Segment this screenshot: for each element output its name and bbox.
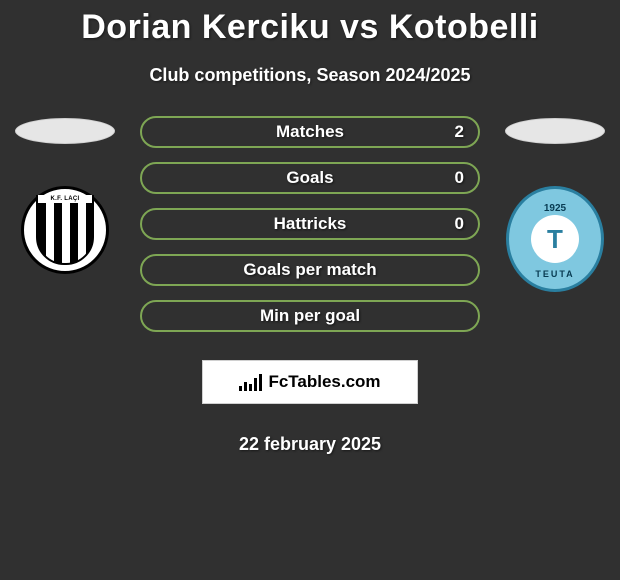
date: 22 february 2025 bbox=[239, 434, 381, 455]
stat-row-min-per-goal: Min per goal bbox=[140, 300, 480, 332]
stat-right-value: 0 bbox=[455, 168, 464, 188]
club-badge-right: 1925 T TEUTA bbox=[506, 186, 604, 292]
stat-label: Min per goal bbox=[260, 306, 360, 326]
page-title: Dorian Kerciku vs Kotobelli bbox=[0, 8, 620, 47]
stat-label: Goals per match bbox=[243, 260, 376, 280]
stat-row-goals-per-match: Goals per match bbox=[140, 254, 480, 286]
source-logo-text: FcTables.com bbox=[268, 372, 380, 392]
subtitle: Club competitions, Season 2024/2025 bbox=[0, 65, 620, 86]
club-right-name: TEUTA bbox=[535, 269, 574, 279]
player-photo-right bbox=[505, 118, 605, 144]
stat-right-value: 0 bbox=[455, 214, 464, 234]
stat-label: Goals bbox=[286, 168, 333, 188]
stat-label: Hattricks bbox=[274, 214, 347, 234]
stat-row-hattricks: Hattricks 0 bbox=[140, 208, 480, 240]
left-column bbox=[0, 116, 130, 274]
club-badge-left bbox=[21, 186, 109, 274]
stats-column: Matches 2 Goals 0 Hattricks 0 Goals per … bbox=[130, 116, 490, 455]
club-badge-left-shield bbox=[36, 195, 94, 265]
main-row: Matches 2 Goals 0 Hattricks 0 Goals per … bbox=[0, 116, 620, 455]
stat-row-goals: Goals 0 bbox=[140, 162, 480, 194]
stat-label: Matches bbox=[276, 122, 344, 142]
source-logo[interactable]: FcTables.com bbox=[202, 360, 418, 404]
comparison-card: Dorian Kerciku vs Kotobelli Club competi… bbox=[0, 0, 620, 455]
stat-right-value: 2 bbox=[455, 122, 464, 142]
club-right-year: 1925 bbox=[544, 203, 566, 214]
player-photo-left bbox=[15, 118, 115, 144]
right-column: 1925 T TEUTA bbox=[490, 116, 620, 292]
bar-chart-icon bbox=[239, 373, 262, 391]
club-right-letter: T bbox=[531, 215, 579, 263]
stat-row-matches: Matches 2 bbox=[140, 116, 480, 148]
